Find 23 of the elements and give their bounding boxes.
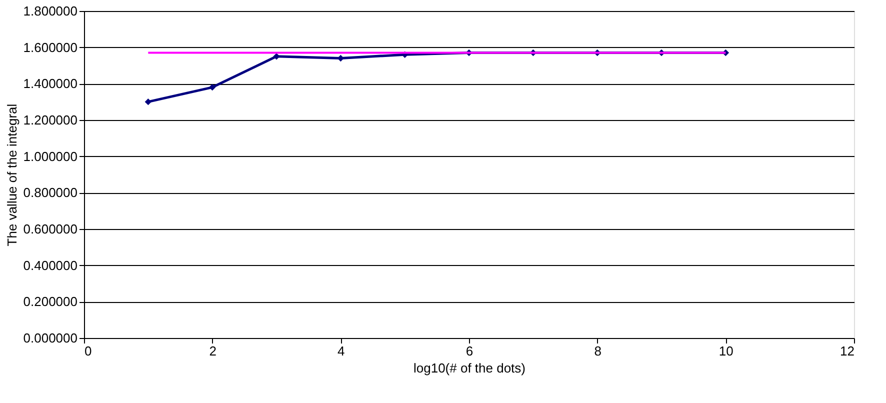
x-tick-label: 0: [84, 344, 92, 358]
y-tick-label: 1.200000: [23, 112, 78, 128]
x-tick-label: 12: [840, 344, 854, 358]
x-axis-title: log10(# of the dots): [413, 360, 526, 376]
y-tick-label: 0.600000: [23, 222, 78, 236]
x-tick-label: 10: [718, 344, 734, 358]
y-tick-label: 0.200000: [23, 294, 78, 310]
x-tick-label: 2: [209, 344, 216, 358]
y-tick-label: 0.800000: [23, 185, 78, 200]
point: [208, 84, 216, 91]
x-tick-label: 4: [338, 344, 345, 358]
point: [273, 53, 280, 60]
y-tick-label: 1.600000: [23, 40, 78, 55]
x-tick-label: 6: [466, 344, 474, 358]
y-tick-label: 1.000000: [23, 148, 78, 164]
point: [144, 98, 152, 106]
point: [337, 54, 344, 62]
y-tick-label: 1.400000: [23, 76, 78, 92]
x-tick-label: 8: [594, 344, 602, 358]
y-tick-label: 0.000000: [23, 330, 78, 346]
y-axis-title: The vallue of the integral: [4, 104, 20, 246]
y-tick-label: 1.800000: [23, 4, 78, 18]
y-tick-label: 0.400000: [23, 258, 78, 273]
